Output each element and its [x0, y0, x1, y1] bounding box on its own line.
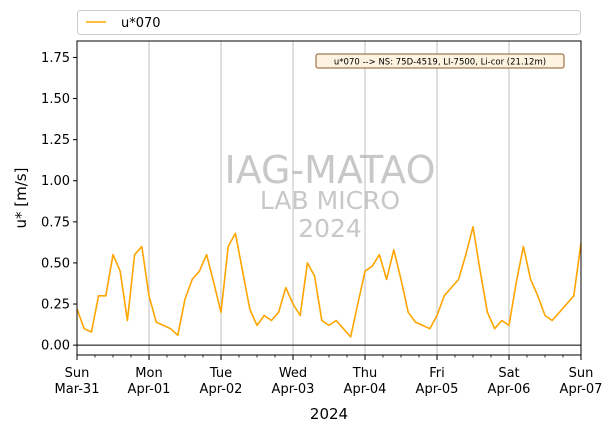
x-tick-date: Apr-05 — [416, 382, 459, 397]
x-tick-date: Apr-07 — [560, 382, 603, 397]
y-tick-label: 1.75 — [41, 51, 70, 66]
series-layer — [76, 226, 582, 338]
annotation: u*070 --> NS: 75D-4519, LI-7500, Li-cor … — [315, 53, 565, 69]
legend-label: u*070 — [121, 16, 161, 31]
y-tick-label: 1.00 — [41, 174, 70, 189]
x-axis: SunMar-31MonApr-01TueApr-02WedApr-03ThuA… — [55, 355, 603, 397]
x-tick-date: Apr-01 — [128, 382, 171, 397]
watermark-line-2: LAB MICRO — [260, 186, 400, 215]
watermark-line-1: IAG-MATAO — [224, 148, 435, 192]
x-tick-day: Fri — [429, 366, 445, 381]
x-tick-day: Tue — [209, 366, 232, 381]
y-axis: 0.00 0.25 0.50 0.75 1.00 1.25 1.50 1.75 — [41, 51, 77, 354]
x-tick-day: Wed — [279, 366, 307, 381]
y-tick-label: 0.25 — [41, 298, 70, 313]
annotation-text: u*070 --> NS: 75D-4519, LI-7500, Li-cor … — [334, 58, 546, 68]
x-tick-day: Sun — [569, 366, 594, 381]
y-tick-label: 0.00 — [41, 339, 70, 354]
x-tick-date: Mar-31 — [55, 382, 100, 397]
x-axis-title: 2024 — [310, 405, 348, 423]
y-tick-label: 0.50 — [41, 256, 70, 271]
annotation-box — [315, 53, 565, 69]
x-tick-date: Apr-04 — [344, 382, 387, 397]
x-tick-day: Thu — [352, 366, 377, 381]
series-line-u070 — [76, 226, 582, 338]
x-tick-day: Sat — [498, 366, 519, 381]
x-tick-day: Mon — [135, 366, 162, 381]
y-axis-title: u* [m/s] — [12, 168, 30, 229]
legend-box — [77, 10, 581, 35]
y-tick-label: 0.75 — [41, 215, 70, 230]
y-tick-label: 1.50 — [41, 92, 70, 107]
x-tick-day: Sun — [65, 366, 90, 381]
x-tick-date: Apr-02 — [200, 382, 243, 397]
x-tick-date: Apr-03 — [272, 382, 315, 397]
watermark-line-3: 2024 — [298, 214, 362, 243]
x-tick-date: Apr-06 — [488, 382, 531, 397]
y-tick-label: 1.25 — [41, 133, 70, 148]
